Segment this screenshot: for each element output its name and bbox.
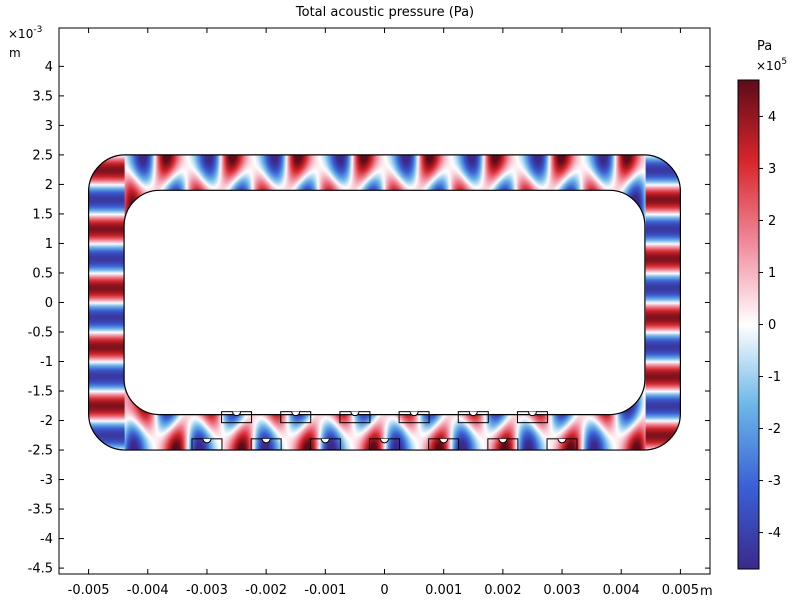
x-tick-label: 0	[380, 583, 388, 598]
resonator-slot-lower	[369, 438, 400, 451]
y-tick-label: -1.5	[28, 385, 53, 400]
colorbar-tick-label: -1	[768, 370, 781, 385]
resonator-slot-lower	[546, 438, 578, 451]
resonator-slot-upper	[221, 411, 253, 424]
y-axis: 4 3.5 3 2.5 2 1.5 1 0.5 0 -0.5 -1 -1.5 -2 -2.5 -3 -3.5 -…	[28, 60, 710, 577]
resonator-slot-lower	[428, 438, 460, 451]
colorbar-tick-label: -3	[768, 474, 781, 489]
x-axis: -0.005 -0.004 -0.003 -0.002 -0.001 0 0.001 0.00…	[68, 28, 699, 598]
resonator-slot-upper	[339, 411, 371, 424]
x-tick-label: 0.002	[484, 583, 521, 598]
x-tick-label: -0.001	[304, 583, 346, 598]
y-tick-label: 1.5	[32, 207, 53, 222]
colorbar-tick-label: 1	[768, 266, 776, 281]
x-tick-label: 0.004	[603, 583, 640, 598]
colorbar-gradient	[737, 79, 760, 570]
y-tick-label: 3	[45, 119, 53, 134]
resonator-slot-upper	[516, 411, 548, 424]
x-tick-label: -0.005	[68, 583, 110, 598]
y-tick-label: 2.5	[32, 148, 53, 163]
y-tick-label: -4	[40, 532, 53, 547]
colorbar-tick-label: 0	[768, 318, 776, 333]
y-tick-label: -2.5	[28, 444, 53, 459]
resonator-slot-lower	[191, 438, 223, 451]
resonator-slot-upper	[280, 411, 312, 424]
colorbar-tick-label: 2	[768, 214, 776, 229]
y-tick-label: -3.5	[28, 503, 53, 518]
colorbar-unit: Pa	[757, 39, 772, 54]
y-tick-label: 0.5	[32, 266, 53, 281]
y-tick-label: -0.5	[28, 325, 53, 340]
colorbar-tick-label: 4	[768, 110, 776, 125]
x-tick-label: -0.002	[245, 583, 287, 598]
resonator-slot-lower	[250, 438, 282, 451]
y-tick-label: -2	[40, 414, 53, 429]
x-unit-label: m	[700, 584, 713, 599]
y-tick-label: 1	[45, 237, 53, 252]
colorbar: Pa ×105 4 3 2 1 0 -1 -2 -3 -4	[737, 39, 787, 570]
resonator-slot-lower	[487, 438, 519, 451]
chart-title: Total acoustic pressure (Pa)	[295, 5, 475, 20]
x-tick-label: -0.004	[127, 583, 169, 598]
colorbar-tick-label: -4	[768, 526, 781, 541]
y-tick-label: -3	[40, 473, 53, 488]
resonator-slot-upper	[398, 411, 430, 424]
x-tick-label: 0.001	[425, 583, 462, 598]
colorbar-ticks: 4 3 2 1 0 -1 -2 -3 -4	[759, 110, 781, 541]
resonator-slot-lower	[309, 438, 341, 451]
colorbar-scale: ×105	[756, 57, 787, 73]
y-tick-label: 4	[45, 60, 53, 75]
x-tick-label: 0.005	[662, 583, 699, 598]
colorbar-tick-label: -2	[768, 422, 781, 437]
outer-boundary	[87, 154, 682, 451]
x-tick-label: 0.003	[543, 583, 580, 598]
y-tick-label: 2	[45, 178, 53, 193]
colorbar-tick-label: 3	[768, 162, 776, 177]
inner-boundary	[123, 189, 646, 416]
domain-outline	[87, 154, 682, 451]
y-exponent-label: ×10-3	[8, 25, 42, 41]
y-tick-label: 3.5	[32, 89, 53, 104]
y-tick-label: -4.5	[28, 562, 53, 577]
resonator-slot-upper	[457, 411, 489, 424]
y-tick-label: 0	[45, 296, 53, 311]
y-unit-label: m	[9, 46, 21, 60]
x-tick-label: -0.003	[186, 583, 228, 598]
y-tick-label: -1	[40, 355, 53, 370]
